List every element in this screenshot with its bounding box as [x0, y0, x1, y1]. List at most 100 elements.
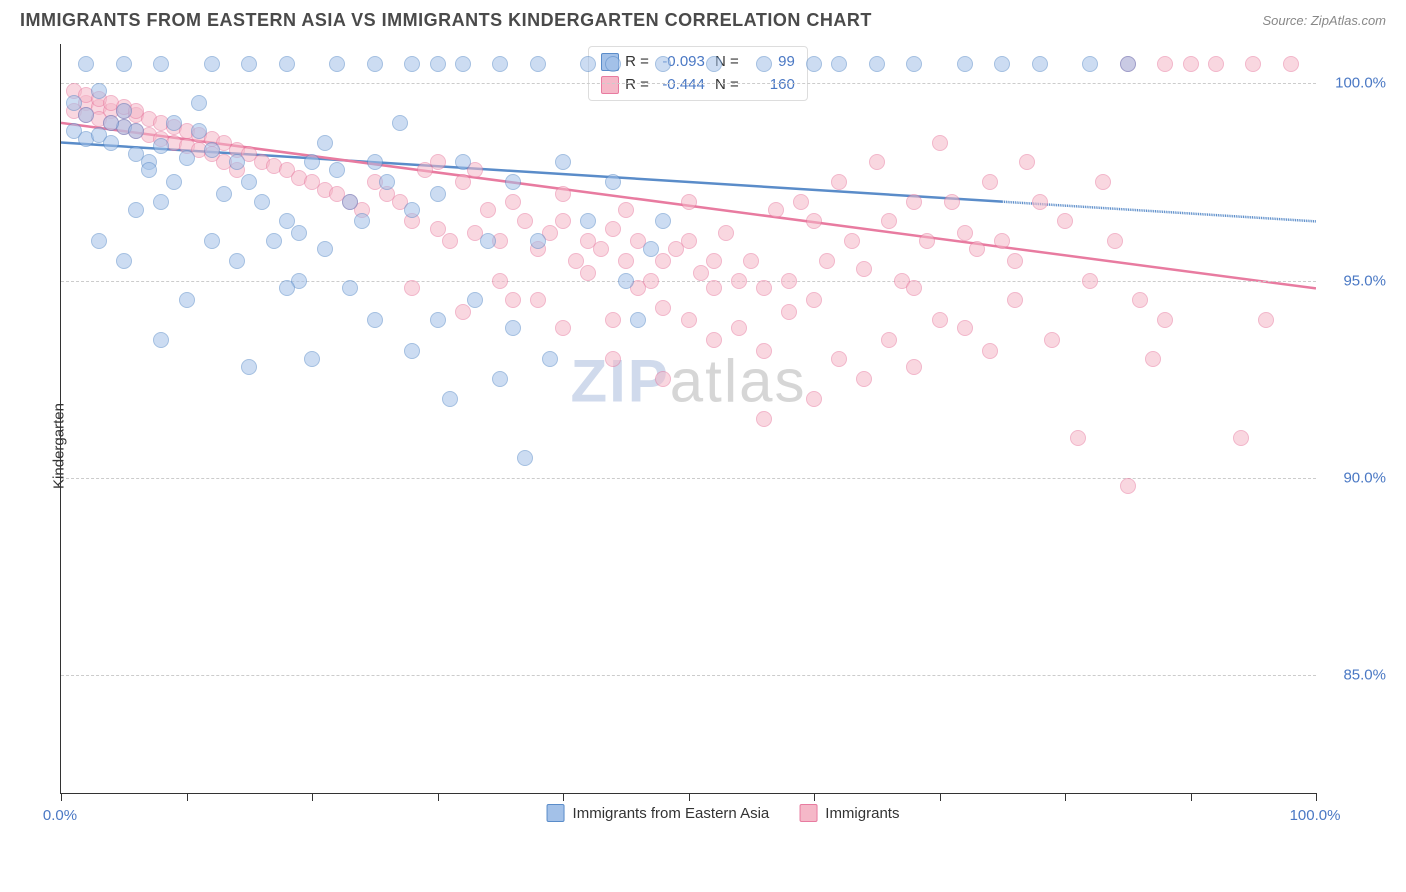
- data-point: [605, 221, 621, 237]
- data-point: [329, 162, 345, 178]
- data-point: [128, 123, 144, 139]
- data-point: [116, 56, 132, 72]
- data-point: [116, 103, 132, 119]
- legend-label-pink: Immigrants: [825, 805, 899, 822]
- legend: Immigrants from Eastern Asia Immigrants: [547, 804, 900, 822]
- data-point: [618, 253, 634, 269]
- data-point: [781, 273, 797, 289]
- data-point: [191, 123, 207, 139]
- data-point: [204, 142, 220, 158]
- data-point: [241, 56, 257, 72]
- xtick-label: 0.0%: [43, 807, 77, 824]
- data-point: [555, 213, 571, 229]
- data-point: [166, 115, 182, 131]
- data-point: [91, 83, 107, 99]
- data-point: [693, 265, 709, 281]
- data-point: [1283, 56, 1299, 72]
- data-point: [643, 241, 659, 257]
- data-point: [906, 194, 922, 210]
- data-point: [1258, 312, 1274, 328]
- stat-pink-r: -0.444: [655, 74, 705, 97]
- data-point: [580, 56, 596, 72]
- data-point: [731, 320, 747, 336]
- xtick: [1316, 793, 1317, 801]
- data-point: [957, 320, 973, 336]
- data-point: [266, 233, 282, 249]
- data-point: [881, 332, 897, 348]
- data-point: [555, 186, 571, 202]
- data-point: [1019, 154, 1035, 170]
- data-point: [906, 280, 922, 296]
- data-point: [430, 186, 446, 202]
- data-point: [706, 253, 722, 269]
- data-point: [103, 135, 119, 151]
- data-point: [480, 233, 496, 249]
- stats-box: R = -0.093 N = 99 R = -0.444 N = 160: [588, 46, 808, 101]
- data-point: [304, 154, 320, 170]
- data-point: [982, 174, 998, 190]
- data-point: [819, 253, 835, 269]
- data-point: [982, 343, 998, 359]
- xtick: [438, 793, 439, 801]
- data-point: [605, 312, 621, 328]
- data-point: [919, 233, 935, 249]
- data-point: [655, 253, 671, 269]
- legend-item-blue: Immigrants from Eastern Asia: [547, 804, 770, 822]
- data-point: [681, 194, 697, 210]
- data-point: [492, 273, 508, 289]
- data-point: [153, 194, 169, 210]
- data-point: [1120, 56, 1136, 72]
- data-point: [91, 233, 107, 249]
- gridline: [61, 83, 1316, 84]
- data-point: [116, 253, 132, 269]
- data-point: [731, 273, 747, 289]
- data-point: [555, 154, 571, 170]
- data-point: [655, 213, 671, 229]
- data-point: [806, 292, 822, 308]
- data-point: [517, 450, 533, 466]
- stat-n-label-2: N =: [711, 74, 739, 97]
- data-point: [128, 202, 144, 218]
- data-point: [1245, 56, 1261, 72]
- legend-swatch-blue: [547, 804, 565, 822]
- data-point: [655, 371, 671, 387]
- data-point: [166, 174, 182, 190]
- data-point: [342, 194, 358, 210]
- data-point: [768, 202, 784, 218]
- data-point: [618, 202, 634, 218]
- data-point: [1208, 56, 1224, 72]
- data-point: [869, 154, 885, 170]
- data-point: [944, 194, 960, 210]
- gridline: [61, 675, 1316, 676]
- stat-r-label-2: R =: [625, 74, 649, 97]
- plot-area: ZIPatlas R = -0.093 N = 99 R = -0.444 N …: [60, 44, 1316, 794]
- data-point: [542, 351, 558, 367]
- data-point: [492, 371, 508, 387]
- xtick: [1191, 793, 1192, 801]
- data-point: [404, 202, 420, 218]
- data-point: [505, 320, 521, 336]
- xtick: [312, 793, 313, 801]
- xtick: [814, 793, 815, 801]
- data-point: [229, 154, 245, 170]
- data-point: [957, 56, 973, 72]
- data-point: [505, 174, 521, 190]
- data-point: [229, 253, 245, 269]
- xtick: [1065, 793, 1066, 801]
- data-point: [367, 56, 383, 72]
- xtick: [187, 793, 188, 801]
- xtick: [61, 793, 62, 801]
- gridline: [61, 281, 1316, 282]
- data-point: [743, 253, 759, 269]
- data-point: [756, 56, 772, 72]
- data-point: [994, 233, 1010, 249]
- data-point: [1145, 351, 1161, 367]
- data-point: [1107, 233, 1123, 249]
- legend-item-pink: Immigrants: [799, 804, 899, 822]
- data-point: [241, 359, 257, 375]
- data-point: [994, 56, 1010, 72]
- data-point: [430, 56, 446, 72]
- data-point: [1120, 478, 1136, 494]
- data-point: [241, 174, 257, 190]
- data-point: [869, 56, 885, 72]
